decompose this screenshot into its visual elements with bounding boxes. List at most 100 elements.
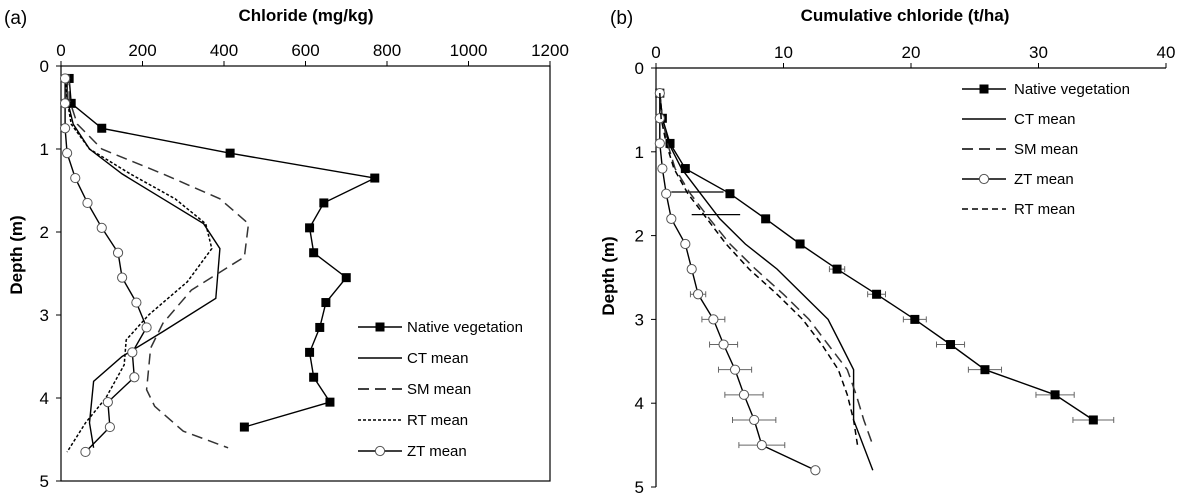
- data-point-square: [946, 340, 956, 350]
- data-point-circle: [718, 339, 729, 350]
- panel-a-series: [59, 73, 380, 458]
- data-point-circle: [692, 289, 704, 300]
- panel-a-x-axis-title: Chloride (mg/kg): [238, 6, 373, 25]
- legend-label: ZT mean: [407, 443, 467, 460]
- data-point-square: [225, 148, 235, 158]
- legend-item-sm-mean: SM mean: [358, 381, 471, 398]
- legend-item-ct-mean: CT mean: [358, 350, 468, 367]
- data-point-square: [665, 138, 675, 148]
- panel-b-legend: Native vegetation CT mean SM mean ZT mean RT…: [962, 81, 1130, 218]
- panel-a-label: (a): [4, 8, 27, 29]
- data-point-square: [239, 422, 249, 432]
- data-point-circle: [686, 264, 697, 275]
- data-point-circle: [117, 272, 128, 283]
- series-native-vegetation: [655, 88, 1115, 425]
- data-point-circle: [729, 364, 741, 375]
- data-point-square: [341, 273, 351, 283]
- data-point-square: [66, 98, 76, 108]
- series-sm-mean: [659, 93, 874, 446]
- legend-item-rt-mean: RT mean: [358, 412, 468, 429]
- series-ct-mean: [659, 93, 874, 471]
- x-tick-label: 40: [1157, 43, 1176, 62]
- series-line: [64, 78, 148, 453]
- data-point-circle: [749, 414, 760, 426]
- legend-item-ct-mean: CT mean: [962, 111, 1075, 128]
- legend-label: RT mean: [407, 412, 468, 429]
- data-point-circle: [102, 397, 113, 408]
- series-rt-mean: [64, 74, 213, 453]
- series-line: [659, 93, 859, 446]
- data-point-circle: [70, 172, 81, 184]
- series-sm-mean: [68, 74, 250, 449]
- y-tick-label: 1: [635, 143, 644, 162]
- data-point-square: [910, 314, 920, 324]
- data-point-circle: [680, 238, 691, 250]
- data-point-square: [1088, 415, 1098, 425]
- data-point-square: [980, 365, 990, 375]
- data-point-circle: [59, 123, 71, 134]
- panel-b-y-axis-title: Depth (m): [599, 236, 618, 315]
- x-tick-label: 20: [902, 43, 921, 62]
- x-tick-label: 400: [210, 41, 238, 60]
- legend-label: CT mean: [407, 350, 468, 367]
- panel-a-y-axis-title: Depth (m): [7, 215, 26, 294]
- data-point-square: [680, 164, 690, 174]
- panel-b-x-axis-title: Cumulative chloride (t/ha): [801, 6, 1010, 25]
- x-tick-label: 200: [128, 41, 156, 60]
- panel-a-ticks: 0 200 400 600 800 1000 1200 0 1 2 3 4 5: [40, 41, 569, 491]
- data-point-circle: [661, 188, 672, 199]
- data-point-circle: [131, 297, 142, 308]
- data-point-square: [305, 223, 315, 233]
- series-native-vegetation: [64, 73, 380, 432]
- legend-item-rt-mean: RT mean: [962, 201, 1075, 218]
- legend-label: ZT mean: [1014, 171, 1074, 188]
- panel-b: (b) Cumulative chloride (t/ha) Depth (m)…: [599, 6, 1175, 497]
- panel-b-series: [654, 88, 1115, 476]
- data-point-square: [321, 298, 331, 308]
- y-tick-label: 2: [40, 223, 49, 242]
- series-zt-mean: [59, 73, 152, 458]
- legend-item-sm-mean: SM mean: [962, 141, 1078, 158]
- data-point-circle: [59, 98, 71, 109]
- panel-a-plot-frame: [60, 65, 551, 482]
- y-tick-label: 5: [635, 478, 644, 497]
- data-point-square: [795, 239, 805, 249]
- data-point-circle: [127, 347, 138, 358]
- data-point-square: [725, 189, 735, 199]
- data-point-circle: [738, 389, 750, 400]
- series-line: [659, 93, 874, 446]
- data-point-circle: [666, 213, 677, 224]
- series-line: [66, 74, 221, 448]
- data-point-square: [315, 322, 325, 332]
- legend-item-zt-mean: ZT mean: [962, 171, 1074, 188]
- panel-a-legend: Native vegetation CT mean SM mean RT mean ZT…: [358, 319, 523, 460]
- y-tick-label: 4: [40, 389, 49, 408]
- data-point-circle: [82, 197, 93, 209]
- x-tick-label: 800: [373, 41, 401, 60]
- panel-b-label: (b): [610, 8, 633, 29]
- series-zt-mean: [654, 88, 821, 476]
- data-point-circle: [62, 148, 73, 159]
- data-point-square: [1050, 390, 1060, 400]
- series-line: [64, 74, 213, 453]
- data-point-square: [761, 214, 771, 224]
- data-point-circle: [80, 446, 91, 458]
- legend-label: CT mean: [1014, 111, 1075, 128]
- data-point-circle: [810, 465, 821, 476]
- data-point-square: [309, 248, 319, 258]
- y-tick-label: 3: [635, 310, 644, 329]
- data-point-circle: [141, 322, 152, 333]
- panel-a: (a) Chloride (mg/kg) Depth (m) 0 200 400 60…: [4, 6, 569, 491]
- series-line: [68, 74, 250, 449]
- y-tick-label: 4: [635, 394, 644, 413]
- x-tick-label: 0: [651, 43, 660, 62]
- data-point-circle: [654, 113, 665, 124]
- series-ct-mean: [66, 74, 221, 448]
- data-point-circle: [708, 314, 719, 325]
- y-tick-label: 0: [40, 57, 49, 76]
- x-tick-label: 1000: [450, 41, 488, 60]
- data-point-circle: [59, 73, 71, 84]
- y-tick-label: 0: [635, 59, 644, 78]
- panel-b-ticks: 0 10 20 30 40 0 1 2 3 4 5: [635, 43, 1176, 497]
